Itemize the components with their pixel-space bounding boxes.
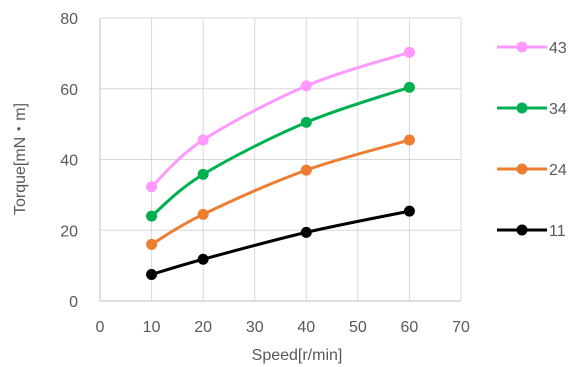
x-tick-label-30: 30	[246, 319, 264, 336]
legend-entry-11: 11	[497, 223, 566, 240]
legend-swatch-marker-34	[516, 102, 528, 114]
legend-entry-43: 43	[497, 40, 567, 57]
series-43	[146, 46, 415, 193]
data-point-43-20	[197, 134, 209, 146]
data-point-34-60	[403, 81, 415, 93]
legend-entry-34: 34	[497, 101, 567, 118]
data-point-34-40	[300, 116, 312, 128]
series-lines	[146, 46, 415, 280]
grid	[100, 17, 462, 301]
legend-label-34: 34	[549, 101, 567, 118]
data-point-24-10	[146, 238, 158, 250]
data-point-11-60	[403, 205, 415, 217]
series-24	[146, 134, 415, 250]
x-axis-title: Speed[r/min]	[252, 347, 343, 364]
axes: 0 10 20 30 40 50 60 70 0 20 40 60 80	[60, 11, 470, 336]
data-point-11-20	[197, 253, 209, 265]
y-tick-label-60: 60	[60, 82, 78, 99]
series-11	[146, 205, 415, 280]
data-point-34-20	[197, 168, 209, 180]
y-tick-label-80: 80	[60, 11, 78, 28]
data-point-43-60	[403, 46, 415, 58]
data-point-24-20	[197, 208, 209, 220]
legend-swatch-marker-43	[516, 41, 528, 53]
x-tick-label-0: 0	[96, 319, 105, 336]
y-tick-label-40: 40	[60, 153, 78, 170]
x-tick-label-40: 40	[297, 319, 315, 336]
data-point-24-60	[403, 134, 415, 146]
legend-label-43: 43	[549, 40, 567, 57]
legend-swatch-marker-11	[516, 224, 528, 236]
y-tick-label-0: 0	[69, 294, 78, 311]
data-point-43-10	[146, 181, 158, 193]
data-point-34-10	[146, 210, 158, 222]
legend-label-24: 24	[549, 162, 567, 179]
legend: 43 34 24 11	[497, 40, 567, 240]
series-line-24	[150, 138, 411, 246]
x-tick-label-60: 60	[401, 319, 419, 336]
x-tick-label-20: 20	[194, 319, 212, 336]
data-point-11-40	[300, 226, 312, 238]
data-point-43-40	[300, 80, 312, 92]
data-point-11-10	[146, 268, 158, 280]
x-tick-label-50: 50	[349, 319, 367, 336]
x-tick-label-70: 70	[452, 319, 470, 336]
data-point-24-40	[300, 164, 312, 176]
y-tick-label-20: 20	[60, 223, 78, 240]
series-line-11	[150, 209, 411, 276]
legend-label-11: 11	[549, 223, 566, 240]
legend-swatch-marker-24	[516, 163, 528, 175]
x-tick-label-10: 10	[143, 319, 161, 336]
series-line-34	[150, 85, 411, 218]
y-axis-title: Torque[mN・m]	[12, 103, 29, 215]
legend-entry-24: 24	[497, 162, 567, 179]
series-line-43	[150, 50, 411, 189]
series-34	[146, 81, 415, 222]
